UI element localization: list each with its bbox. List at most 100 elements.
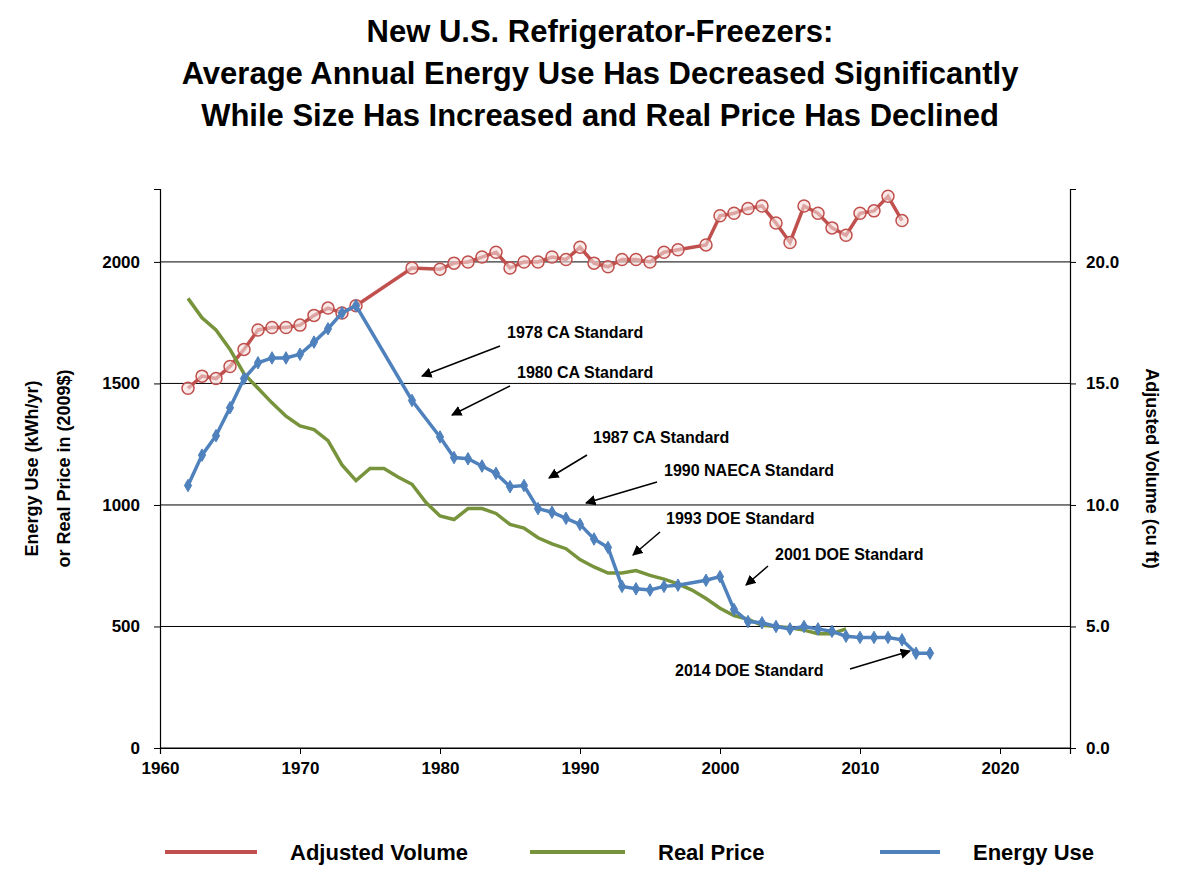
- y-axis-title: or Real Price in (2009$): [54, 369, 74, 567]
- point-marker: [744, 615, 751, 627]
- grid: [160, 262, 1070, 748]
- point-marker: [646, 584, 653, 596]
- series-line: [188, 306, 930, 654]
- point-marker: [324, 323, 331, 335]
- annotations: 1978 CA Standard1980 CA Standard1987 CA …: [422, 324, 924, 679]
- point-marker: [462, 256, 474, 268]
- point-marker: [812, 207, 824, 219]
- point-marker: [884, 631, 891, 643]
- point-marker: [492, 467, 499, 479]
- tick-mark: [300, 748, 301, 754]
- point-marker: [644, 256, 656, 268]
- annotation: 2014 DOE Standard: [675, 662, 824, 679]
- point-marker: [814, 623, 821, 635]
- point-marker: [854, 207, 866, 219]
- annotation-arrow: [452, 386, 510, 415]
- tick-label: 0: [131, 739, 140, 758]
- point-marker: [590, 533, 597, 545]
- tick-label: 2000: [702, 759, 740, 778]
- tick-mark: [1070, 626, 1076, 627]
- point-marker: [198, 449, 205, 461]
- point-marker: [310, 336, 317, 348]
- point-marker: [840, 229, 852, 241]
- point-marker: [602, 261, 614, 273]
- annotation: 1980 CA Standard: [517, 364, 653, 381]
- grid-line: [160, 383, 1070, 384]
- x-axis: 1960197019801990200020102020: [142, 748, 1071, 778]
- annotation: 1978 CA Standard: [507, 324, 643, 341]
- y-axis: 0500100015002000: [102, 190, 160, 758]
- point-marker: [478, 460, 485, 472]
- tick-mark: [1070, 748, 1076, 749]
- legend-label: Real Price: [658, 840, 764, 865]
- point-marker: [450, 451, 457, 463]
- x-axis-line: [161, 749, 1071, 755]
- point-marker: [352, 299, 359, 311]
- tick-label: 1500: [102, 374, 140, 393]
- point-marker: [464, 453, 471, 465]
- point-marker: [856, 631, 863, 643]
- point-marker: [406, 262, 418, 274]
- point-marker: [504, 262, 516, 274]
- point-marker: [842, 630, 849, 642]
- tick-mark: [1070, 505, 1076, 506]
- point-marker: [238, 343, 250, 355]
- tick-mark: [154, 383, 160, 384]
- point-marker: [252, 324, 264, 336]
- point-marker: [700, 239, 712, 251]
- point-marker: [226, 401, 233, 413]
- point-marker: [196, 370, 208, 382]
- point-marker: [756, 200, 768, 212]
- tick-mark: [860, 748, 861, 754]
- point-marker: [532, 256, 544, 268]
- tick: 2000: [102, 253, 160, 272]
- annotation-arrow: [850, 651, 910, 669]
- legend-label: Adjusted Volume: [290, 840, 468, 865]
- tick-mark: [154, 626, 160, 627]
- tick-label: 10.0: [1086, 496, 1119, 515]
- point-marker: [240, 372, 247, 384]
- tick: 1500: [102, 374, 160, 393]
- point-marker: [308, 309, 320, 321]
- tick-label: 5.0: [1086, 617, 1110, 636]
- tick: 0.0: [1070, 739, 1110, 758]
- tick-label: 500: [112, 617, 140, 636]
- point-marker: [296, 348, 303, 360]
- tick-mark: [580, 748, 581, 754]
- point-marker: [742, 202, 754, 214]
- tick-mark: [1070, 383, 1076, 384]
- tick: 1990: [562, 748, 600, 778]
- tick-label: 1970: [282, 759, 320, 778]
- point-marker: [322, 302, 334, 314]
- point-marker: [338, 307, 345, 319]
- annotation-arrow: [549, 455, 587, 478]
- point-marker: [870, 631, 877, 643]
- point-marker: [560, 253, 572, 265]
- tick-mark: [440, 748, 441, 754]
- annotation: 2001 DOE Standard: [775, 546, 924, 563]
- point-marker: [224, 360, 236, 372]
- annotation-arrow: [422, 346, 500, 376]
- tick-label: 1960: [142, 759, 180, 778]
- point-marker: [506, 480, 513, 492]
- point-marker: [616, 253, 628, 265]
- point-marker: [630, 253, 642, 265]
- point-marker: [604, 541, 611, 553]
- tick: 2020: [982, 748, 1020, 778]
- tick-mark: [720, 748, 721, 754]
- point-marker: [434, 263, 446, 275]
- annotation-arrow: [746, 566, 768, 585]
- tick: 20.0: [1070, 253, 1119, 272]
- point-marker: [212, 429, 219, 441]
- grid-line: [160, 626, 1070, 627]
- y2-axis-title: Adjusted Volume (cu ft): [1142, 368, 1162, 569]
- legend-swatch: [880, 850, 940, 854]
- y2-axis-line: [1071, 190, 1077, 749]
- grid-line: [160, 504, 1070, 505]
- point-marker: [926, 647, 933, 659]
- point-marker: [436, 431, 443, 443]
- series-line: [188, 196, 902, 388]
- point-marker: [266, 322, 278, 334]
- point-marker: [184, 479, 191, 491]
- tick-label: 1980: [422, 759, 460, 778]
